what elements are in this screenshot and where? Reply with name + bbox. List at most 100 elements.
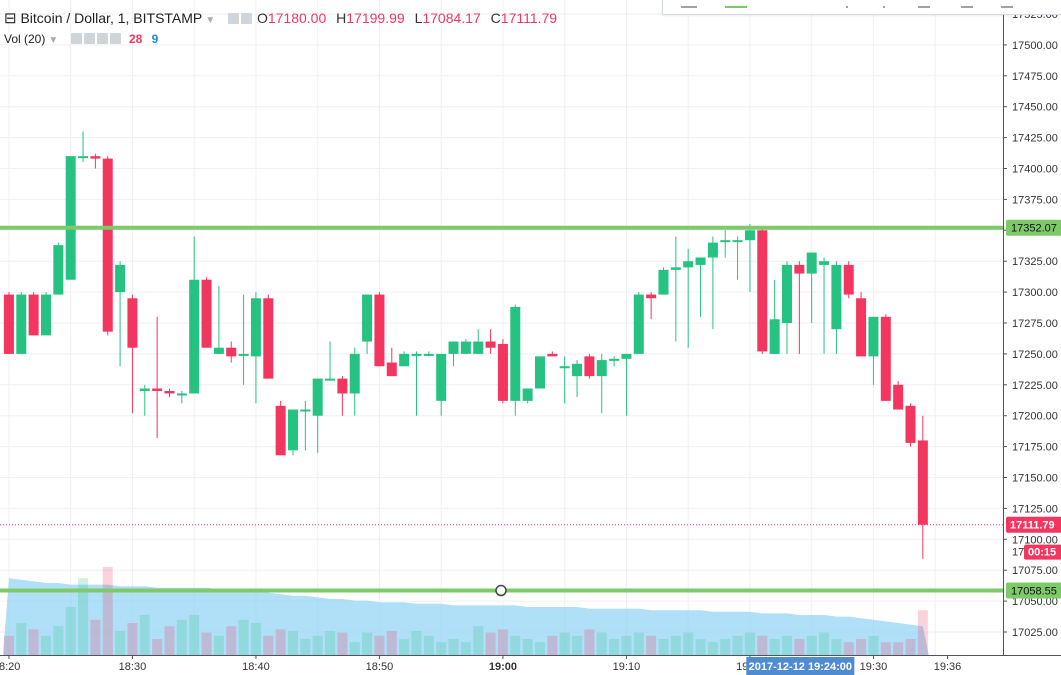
candle-body (732, 240, 743, 243)
horizontal-line-price-label: 17058.55 (1011, 586, 1057, 598)
volume-bar (102, 567, 113, 655)
price-tick-label: 17475.00 (1012, 71, 1058, 83)
close-icon[interactable] (109, 33, 121, 44)
volume-bar (65, 607, 76, 655)
chevron-down-icon[interactable]: ▼ (48, 35, 59, 46)
candle-body (16, 294, 27, 354)
volume-bar (473, 626, 484, 655)
price-tick-label: 17175.00 (1012, 442, 1058, 454)
volume-title[interactable]: Vol (20) (4, 32, 46, 46)
candle-body (572, 363, 583, 377)
close-label: C (490, 10, 501, 26)
candle-body (609, 358, 620, 361)
volume-bar (572, 635, 583, 655)
crosshair-time-label: 2017-12-12 19:24:00 (749, 661, 852, 673)
volume-bar (794, 639, 805, 655)
candle-body (349, 353, 360, 394)
price-tick-label: 17300.00 (1012, 287, 1058, 299)
candle-body (856, 298, 867, 357)
candle-body (213, 347, 224, 354)
volume-bar (189, 615, 200, 655)
volume-bar (670, 635, 681, 655)
volume-bar (28, 629, 39, 655)
candle-body (695, 257, 706, 265)
symbol-title[interactable]: Bitcoin / Dollar, 1, BITSTAMP (20, 10, 203, 26)
candle-body (460, 341, 471, 354)
high-value: 17199.99 (346, 10, 405, 26)
volume-ma-area (2, 578, 929, 655)
volume-bar (905, 639, 916, 655)
settings-icon[interactable] (228, 13, 240, 24)
toolbar-icon[interactable] (681, 0, 697, 8)
candle-body (819, 261, 830, 265)
open-label: O (256, 10, 268, 26)
toolbar-icon[interactable] (846, 0, 848, 8)
time-axis-background (0, 655, 1061, 675)
candle-body (868, 316, 879, 357)
candle-body (374, 294, 385, 367)
volume-bar (164, 626, 175, 655)
candle-body (287, 409, 298, 451)
toolbar-icon[interactable] (961, 0, 973, 8)
price-tick-label: 17400.00 (1012, 164, 1058, 176)
gear-icon[interactable] (96, 33, 108, 44)
eye-icon[interactable] (70, 33, 82, 44)
chevron-down-icon[interactable]: ▼ (205, 15, 216, 26)
candle-body (250, 298, 261, 357)
horizontal-line-price-tag[interactable] (1006, 219, 1061, 236)
gear-icon[interactable] (241, 13, 253, 24)
volume-bar (609, 639, 620, 655)
last-price-label: 17111.79 (1010, 520, 1055, 532)
collapse-icon[interactable]: ⊟ (4, 10, 17, 27)
drawing-toolbar[interactable] (662, 0, 1061, 15)
volume-bar (547, 635, 558, 655)
toolbar-icon[interactable] (1001, 0, 1013, 8)
open-value: 17180.00 (267, 10, 327, 26)
candle-body (473, 341, 484, 354)
price-tick-label: 17275.00 (1012, 318, 1058, 330)
candle-body (3, 294, 14, 354)
candle-body (176, 393, 187, 396)
candle-body (522, 388, 533, 401)
price-tick-label: 17500.00 (1012, 40, 1058, 52)
candle-body (386, 362, 397, 377)
time-tick-label: 18:40 (242, 661, 270, 673)
time-tick-label: 19:10 (613, 661, 641, 673)
time-tick-label: 19:36 (934, 661, 962, 673)
volume-bar (40, 635, 51, 655)
candle-body (312, 378, 323, 416)
candle-body (806, 252, 817, 274)
volume-bar (337, 632, 348, 655)
toolbar-icon-active[interactable] (725, 0, 747, 8)
toolbar-icon[interactable] (918, 0, 930, 8)
candle-body (757, 230, 768, 352)
horizontal-line-price-tag[interactable] (1006, 582, 1061, 599)
line-anchor-handle[interactable] (495, 584, 507, 597)
horizontal-lines[interactable] (0, 225, 1003, 597)
price-tick-label: 17425.00 (1012, 133, 1058, 145)
volume-bar (831, 639, 842, 655)
toolbar-icon[interactable] (883, 0, 885, 8)
volume-up-value: 28 (128, 32, 143, 46)
volume-bar (707, 642, 718, 655)
price-axis[interactable]: 17525.0017500.0017475.0017450.0017425.00… (1003, 0, 1061, 655)
volume-bar (411, 631, 422, 655)
volume-bar (325, 631, 336, 655)
candle-body (423, 353, 434, 356)
candle-body (769, 319, 780, 354)
volume-bar (485, 632, 496, 655)
price-tick-label: 17325.00 (1012, 256, 1058, 268)
volume-bar (16, 623, 27, 655)
volume-bar (152, 639, 163, 655)
candle-body (621, 353, 632, 359)
volume-bar (683, 632, 694, 655)
volume-bar (695, 639, 706, 655)
volume-bar (893, 642, 904, 655)
time-axis[interactable]: 8:2018:3018:4018:5019:0019:1019:2019:301… (0, 655, 1061, 675)
volume-bar (880, 642, 891, 655)
volume-bar (226, 626, 237, 655)
candle-body (646, 294, 657, 299)
settings-icon[interactable] (83, 33, 95, 44)
